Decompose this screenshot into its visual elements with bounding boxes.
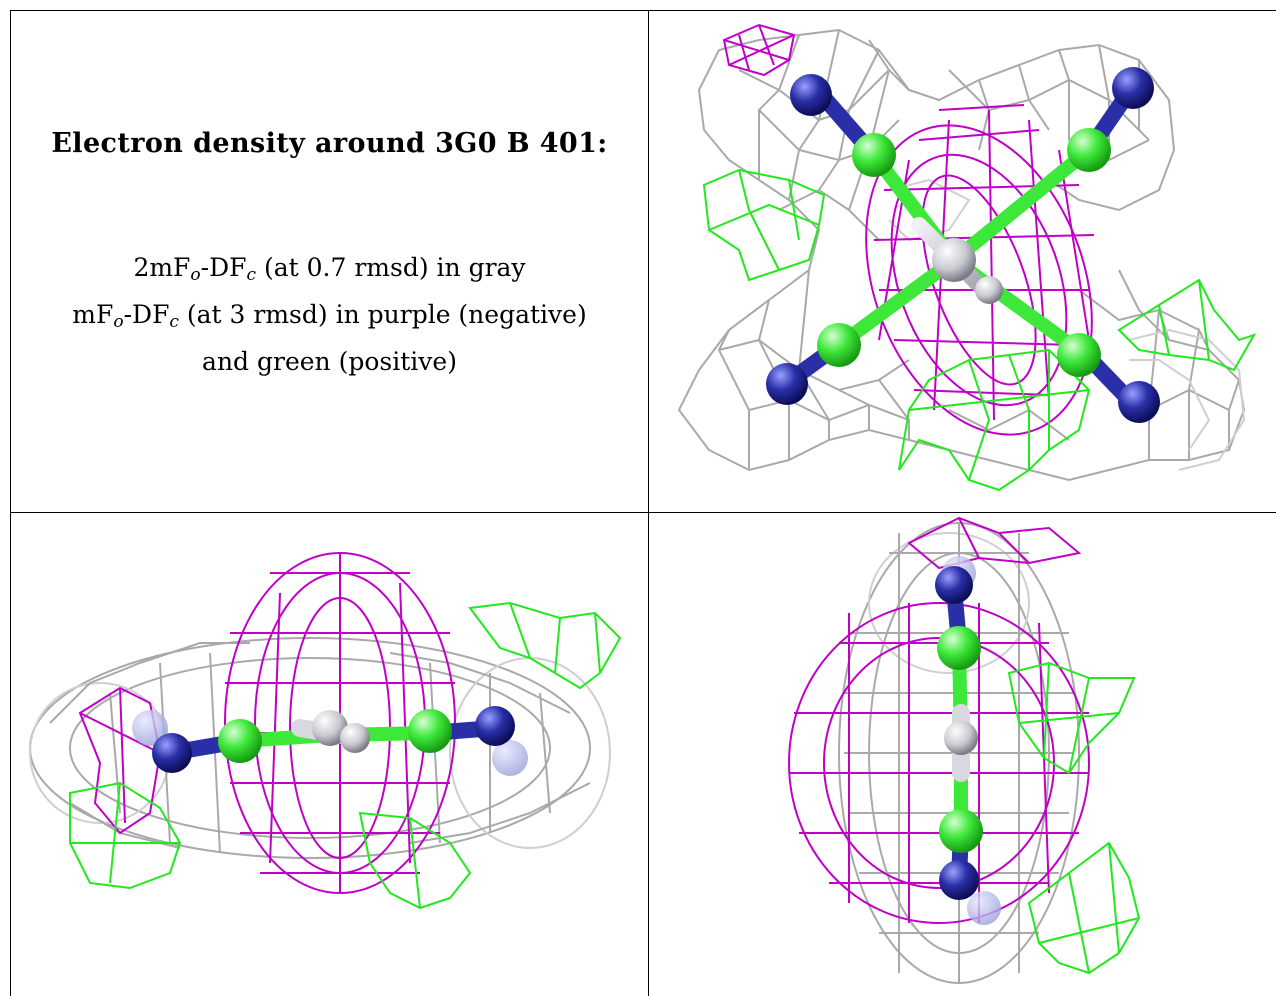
nitrogen-atom <box>766 363 808 405</box>
density-view-top <box>649 10 1276 513</box>
nitrogen-atom-back <box>967 891 1001 925</box>
green-density-mesh <box>1007 661 1141 975</box>
nitrogen-atom-back <box>492 740 528 776</box>
nitrogen-atom <box>152 733 192 773</box>
density-view-side <box>10 513 649 996</box>
legend-text: 2mFo-DFc (at 0.7 rmsd) in gray mFo-DFc (… <box>10 248 649 381</box>
legend-line-gray: 2mFo-DFc (at 0.7 rmsd) in gray <box>133 253 526 285</box>
central-atom-2 <box>975 276 1003 304</box>
nitrogen-atom <box>790 74 832 116</box>
green-density-mesh <box>702 168 1257 492</box>
central-atom <box>932 238 976 282</box>
table-divider-horizontal <box>10 512 1276 513</box>
central-atom <box>944 721 978 755</box>
table-divider-vertical <box>648 10 649 996</box>
density-render-side <box>29 552 622 910</box>
legend-line-purple: mFo-DFc (at 3 rmsd) in purple (negative) <box>72 300 587 332</box>
green-density-mesh <box>69 601 622 910</box>
nitrogen-atom <box>939 860 979 900</box>
density-view-end <box>649 513 1276 996</box>
density-render-end <box>788 516 1141 984</box>
nitrogen-atom <box>475 706 515 746</box>
legend-line-green: and green (positive) <box>202 347 457 376</box>
carbon-atom <box>1057 333 1101 377</box>
nitrogen-atom-back <box>132 710 168 746</box>
density-render-top <box>677 23 1257 492</box>
carbon-atom <box>937 626 981 670</box>
table-border-top <box>10 10 1276 11</box>
caption-cell: Electron density around 3G0 B 401: 2mFo-… <box>10 10 649 513</box>
carbon-atom <box>408 709 452 753</box>
carbon-atom <box>939 809 983 853</box>
ligand-model <box>935 556 1001 925</box>
nitrogen-atom <box>1112 67 1154 109</box>
central-atom-2 <box>340 723 370 753</box>
ligand-model <box>132 706 528 776</box>
carbon-atom <box>852 133 896 177</box>
table-border-left <box>10 10 11 996</box>
central-atom <box>312 710 348 746</box>
figure-title: Electron density around 3G0 B 401: <box>51 128 608 159</box>
ligand-model <box>766 67 1160 423</box>
carbon-atom <box>817 323 861 367</box>
carbon-atom <box>1067 128 1111 172</box>
nitrogen-atom <box>935 566 973 604</box>
nitrogen-atom <box>1118 381 1160 423</box>
carbon-atom <box>218 719 262 763</box>
